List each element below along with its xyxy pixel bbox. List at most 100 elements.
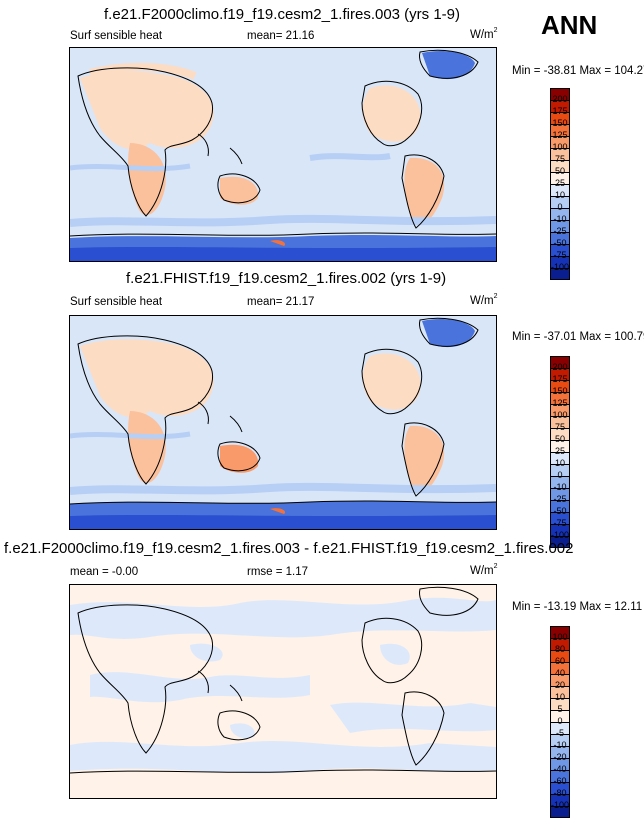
colorbar-swatch — [550, 638, 570, 650]
panel1-title: f.e21.F2000climo.f19_f19.cesm2_1.fires.0… — [104, 6, 461, 23]
colorbar-swatch — [550, 536, 570, 548]
colorbar-tick-label: 10 — [554, 190, 565, 200]
colorbar-swatch — [550, 488, 570, 500]
colorbar-tick-label: -50 — [553, 506, 567, 516]
colorbar-tick-label: 0 — [557, 470, 563, 480]
colorbar-tick-label: 25 — [554, 446, 565, 456]
colorbar-tick-label: -10 — [553, 482, 567, 492]
colorbar-tick-label: 10 — [554, 458, 565, 468]
colorbar-swatch — [550, 734, 570, 746]
colorbar-tick-label: 175 — [552, 374, 568, 384]
colorbar-tick-label: -60 — [553, 776, 567, 786]
panel3-map — [69, 584, 497, 799]
colorbar-tick-label: 80 — [554, 644, 565, 654]
colorbar-swatch — [550, 650, 570, 662]
panel2-colorbar — [550, 356, 570, 548]
colorbar-tick-label: 125 — [552, 130, 568, 140]
colorbar-swatch — [550, 88, 570, 100]
colorbar-swatch — [550, 626, 570, 638]
colorbar-tick-label: 100 — [552, 410, 568, 420]
colorbar-swatch — [550, 746, 570, 758]
panel1-minmax: Min = -38.81 Max = 104.27 — [512, 65, 644, 77]
colorbar-swatch — [550, 686, 570, 698]
panel3-colorbar — [550, 626, 570, 818]
colorbar-tick-label: 40 — [554, 668, 565, 678]
colorbar-swatch — [550, 380, 570, 392]
colorbar-swatch — [550, 464, 570, 476]
colorbar-swatch — [550, 722, 570, 734]
season-label: ANN — [541, 10, 598, 40]
colorbar-tick-label: 0 — [557, 202, 563, 212]
colorbar-swatch — [550, 524, 570, 536]
panel2-mean-label: mean= 21.17 — [247, 296, 315, 308]
colorbar-swatch — [550, 112, 570, 124]
colorbar-swatch — [550, 662, 570, 674]
panel1-mean-label: mean= 21.16 — [247, 30, 315, 42]
panel3-units: W/m2 — [470, 563, 498, 577]
colorbar-tick-label: -10 — [553, 214, 567, 224]
colorbar-swatch — [550, 404, 570, 416]
panel1-variable-label: Surf sensible heat — [70, 30, 163, 42]
colorbar-swatch — [550, 268, 570, 280]
colorbar-swatch — [550, 452, 570, 464]
colorbar-swatch — [550, 256, 570, 268]
colorbar-tick-label: -75 — [553, 250, 567, 260]
panel1-units: W/m2 — [470, 27, 498, 41]
colorbar-tick-label: 25 — [554, 178, 565, 188]
colorbar-swatch — [550, 476, 570, 488]
colorbar-swatch — [550, 220, 570, 232]
colorbar-tick-label: 150 — [552, 118, 568, 128]
panel2-units: W/m2 — [470, 293, 498, 307]
colorbar-tick-label: -25 — [553, 494, 567, 504]
colorbar-swatch — [550, 794, 570, 806]
colorbar-tick-label: 175 — [552, 106, 568, 116]
colorbar-tick-label: 150 — [552, 386, 568, 396]
colorbar-swatch — [550, 244, 570, 256]
panel2-map — [69, 315, 497, 530]
colorbar-tick-label: -80 — [553, 788, 567, 798]
colorbar-tick-label: 60 — [554, 656, 565, 666]
colorbar-swatch — [550, 148, 570, 160]
colorbar-tick-label: 75 — [554, 154, 565, 164]
colorbar-swatch — [550, 136, 570, 148]
colorbar-swatch — [550, 440, 570, 452]
colorbar-tick-label: -5 — [555, 728, 564, 738]
colorbar-tick-label: 100 — [552, 142, 568, 152]
colorbar-swatch — [550, 512, 570, 524]
colorbar-tick-label: -100 — [550, 262, 569, 272]
colorbar-swatch — [550, 232, 570, 244]
colorbar-swatch — [550, 770, 570, 782]
colorbar-swatch — [550, 124, 570, 136]
colorbar-tick-label: 100 — [552, 632, 568, 642]
colorbar-tick-label: 125 — [552, 398, 568, 408]
panel1-colorbar — [550, 88, 570, 280]
panel3-rmse-label: rmse = 1.17 — [247, 566, 309, 578]
panel3-mean-label: mean = -0.00 — [70, 566, 139, 578]
colorbar-swatch — [550, 758, 570, 770]
colorbar-swatch — [550, 416, 570, 428]
colorbar-swatch — [550, 500, 570, 512]
colorbar-swatch — [550, 208, 570, 220]
panel1-map — [69, 47, 497, 262]
colorbar-tick-label: 200 — [552, 94, 568, 104]
colorbar-swatch — [550, 172, 570, 184]
colorbar-swatch — [550, 674, 570, 686]
panel2-title: f.e21.FHIST.f19_f19.cesm2_1.fires.002 (y… — [126, 270, 447, 287]
panel2-minmax: Min = -37.01 Max = 100.79 — [512, 331, 644, 343]
colorbar-swatch — [550, 356, 570, 368]
colorbar-tick-label: 200 — [552, 362, 568, 372]
colorbar-tick-label: 10 — [554, 692, 565, 702]
colorbar-tick-label: -40 — [553, 764, 567, 774]
colorbar-tick-label: -20 — [553, 752, 567, 762]
colorbar-tick-label: -75 — [553, 518, 567, 528]
colorbar-swatch — [550, 698, 570, 710]
colorbar-swatch — [550, 428, 570, 440]
colorbar-tick-label: -100 — [550, 800, 569, 810]
colorbar-swatch — [550, 100, 570, 112]
colorbar-swatch — [550, 392, 570, 404]
colorbar-tick-label: -50 — [553, 238, 567, 248]
colorbar-tick-label: -25 — [553, 226, 567, 236]
colorbar-swatch — [550, 782, 570, 794]
panel2-variable-label: Surf sensible heat — [70, 296, 163, 308]
panel3-map-svg — [70, 585, 496, 798]
